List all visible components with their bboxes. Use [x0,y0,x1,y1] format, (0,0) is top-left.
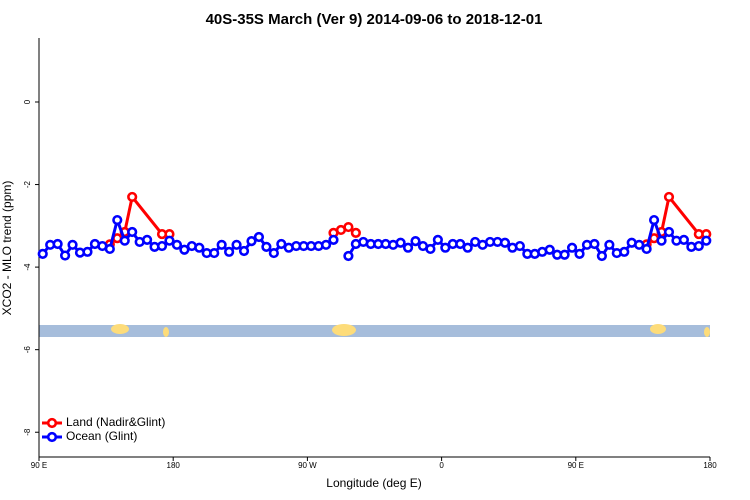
point [693,240,704,252]
x-tick-label: 0 [439,461,444,470]
point [343,221,354,233]
point [119,235,130,246]
legend-label: Ocean (Glint) [66,429,137,443]
legend-marker [46,431,58,443]
point [52,238,63,250]
y-tick-label: -2 [23,180,32,188]
point [514,240,525,252]
point [350,227,361,238]
point [701,235,712,246]
point [634,239,645,250]
y-axis-label: XCO2 - MLO trend (ppm) [0,181,14,316]
point [253,231,265,243]
point [194,242,205,253]
legend-marker [46,417,58,429]
point [440,242,451,253]
point [432,234,443,245]
point [179,244,190,255]
point [589,238,600,250]
point [156,240,168,252]
point [641,243,652,255]
point [619,246,630,257]
point [559,249,570,260]
point [37,248,48,259]
legend-label: Land (Nadir&Glint) [66,415,165,429]
point [246,236,257,247]
point [544,244,555,255]
x-tick-label: 90 E [31,461,47,470]
point [209,247,220,259]
point [59,250,71,261]
point [224,246,235,257]
point [268,247,279,259]
point [663,226,675,238]
land-blob [111,324,129,334]
point [142,234,153,245]
x-axis-label: Longitude (deg E) [326,476,421,490]
point [462,242,473,253]
x-tick-label: 90 E [568,461,584,470]
y-tick-label: -4 [23,263,32,271]
point [395,237,406,248]
series-line [108,193,707,246]
point [574,248,585,259]
point [402,242,414,253]
ocean-strip [39,325,710,337]
point [343,250,354,262]
legend: Land (Nadir&Glint)Ocean (Glint) [42,415,165,443]
point [127,191,138,203]
land-blob [704,327,710,337]
point [663,191,675,203]
point [656,235,667,246]
point [104,243,115,255]
point [164,235,175,246]
land-blob [163,327,169,337]
point [425,243,436,255]
x-tick-label: 90 W [298,461,317,470]
point [320,239,332,250]
point [648,214,660,226]
x-tick-label: 180 [703,461,717,470]
point [604,239,615,250]
y-tick-label: -8 [23,428,32,436]
land-blob [332,324,356,336]
point [171,239,183,250]
point [238,245,250,257]
point [410,236,421,247]
point [328,234,339,245]
point [261,241,272,252]
point [127,226,138,238]
point [216,239,227,250]
x-tick-label: 180 [167,461,181,470]
point [82,246,93,257]
y-tick-label: 0 [23,99,32,104]
land-band [39,324,710,337]
point [596,250,607,262]
point [499,237,511,248]
point [231,239,242,250]
point [112,214,123,226]
chart-title: 40S-35S March (Ver 9) 2014-09-06 to 2018… [206,11,543,28]
point [276,238,287,250]
land-blob [650,324,666,334]
point [455,238,466,250]
point [566,242,578,253]
y-tick-label: -6 [23,346,32,354]
point [678,234,690,245]
point [67,239,78,250]
